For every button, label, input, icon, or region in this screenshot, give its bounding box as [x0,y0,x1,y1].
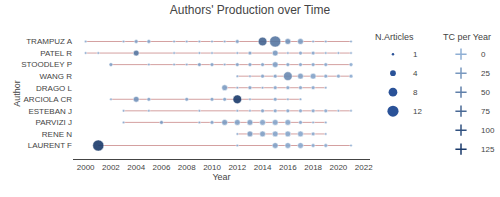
svg-text:12: 12 [413,107,422,116]
svg-text:2018: 2018 [304,163,322,172]
svg-text:2002: 2002 [102,163,120,172]
svg-text:75: 75 [481,107,490,116]
svg-text:50: 50 [481,88,490,97]
svg-text:2006: 2006 [153,163,171,172]
svg-text:0: 0 [481,50,486,59]
svg-text:LAURENT F: LAURENT F [28,141,72,150]
svg-text:2014: 2014 [254,163,272,172]
svg-text:8: 8 [413,88,418,97]
svg-text:2012: 2012 [228,163,246,172]
svg-text:100: 100 [481,126,495,135]
svg-text:2000: 2000 [77,163,95,172]
svg-text:N.Articles: N.Articles [375,32,414,42]
svg-text:4: 4 [413,69,418,78]
svg-text:ESTEBAN J: ESTEBAN J [28,107,72,116]
svg-text:2020: 2020 [330,163,348,172]
svg-text:2022: 2022 [355,163,373,172]
svg-text:1: 1 [413,50,418,59]
svg-text:WANG R: WANG R [39,72,72,81]
svg-text:RENE N: RENE N [42,130,72,139]
svg-text:Authors' Production over Time: Authors' Production over Time [170,3,331,17]
svg-text:2010: 2010 [203,163,221,172]
svg-text:ARCIOLA CR: ARCIOLA CR [24,95,73,104]
svg-text:PARVIZI J: PARVIZI J [35,118,72,127]
svg-text:2004: 2004 [127,163,145,172]
svg-text:125: 125 [481,145,495,154]
svg-text:Author: Author [12,80,22,107]
svg-text:TRAMPUZ A: TRAMPUZ A [26,37,72,46]
svg-text:PATEL R: PATEL R [40,49,72,58]
svg-text:STOODLEY P: STOODLEY P [21,60,72,69]
svg-text:25: 25 [481,69,490,78]
svg-text:2008: 2008 [178,163,196,172]
svg-text:DRAGO L: DRAGO L [36,84,73,93]
svg-text:2016: 2016 [279,163,297,172]
svg-text:TC per Year: TC per Year [443,32,491,42]
svg-text:Year: Year [212,172,230,182]
